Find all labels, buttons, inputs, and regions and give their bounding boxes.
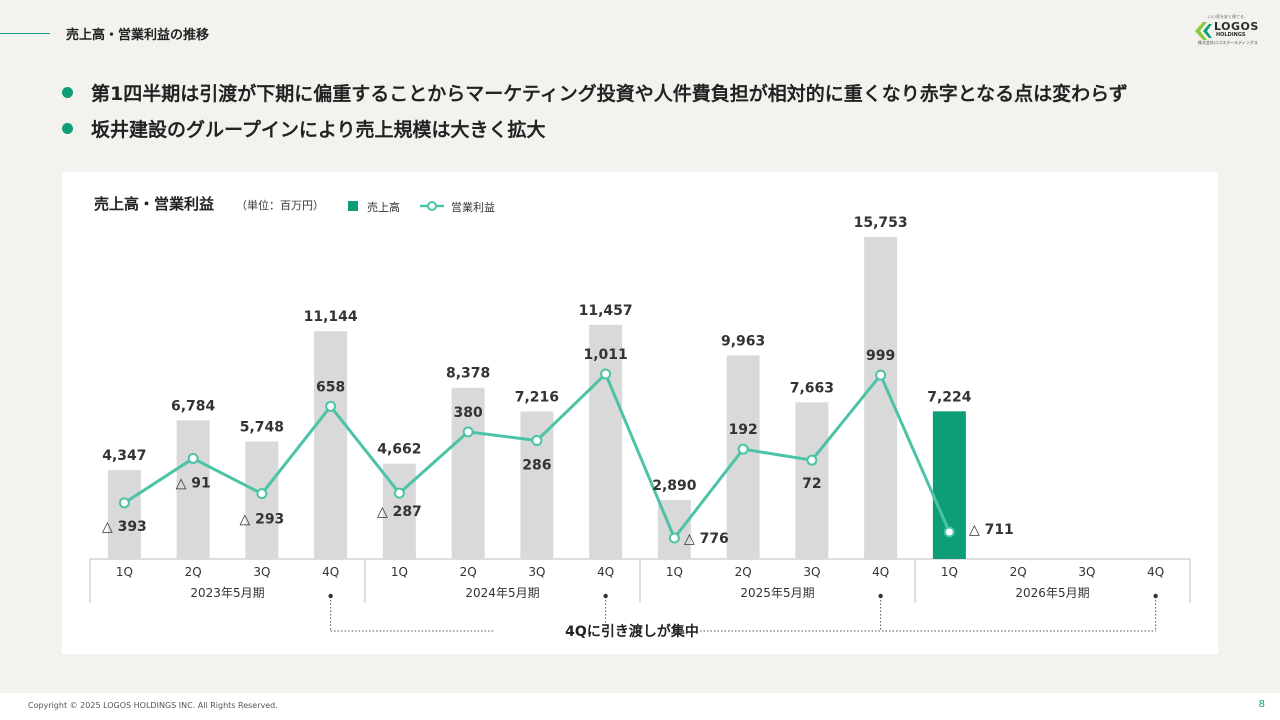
- sales-value-label: 4,662: [377, 442, 421, 458]
- profit-value-label: 286: [522, 458, 551, 474]
- bullet-dot-icon: [62, 86, 73, 98]
- annotation-dot-icon: [878, 593, 883, 599]
- x-tick-label: 1Q: [941, 565, 958, 579]
- sales-value-label: 15,753: [854, 215, 908, 231]
- sales-bar: [589, 324, 623, 559]
- x-tick-label: 2Q: [460, 565, 477, 579]
- sales-profit-chart: 売上高・営業利益 （単位：百万円） 売上高 営業利益 1Q 2Q 3Q 4Q 1Q 2Q 3…: [89, 195, 1191, 640]
- profit-value-label: △ 293: [239, 512, 284, 528]
- profit-marker: [600, 368, 612, 380]
- profit-marker: [393, 487, 405, 499]
- profit-value-label: 658: [316, 379, 345, 395]
- sales-value-label: 11,144: [304, 309, 358, 325]
- chart-panel: 売上高・営業利益 （単位：百万円） 売上高 営業利益 1Q 2Q 3Q 4Q 1Q 2Q 3…: [62, 172, 1218, 654]
- copyright-text: Copyright © 2025 LOGOS HOLDINGS INC. All…: [28, 701, 278, 710]
- profit-value-label: 999: [866, 348, 895, 364]
- sales-value-label: 6,784: [171, 398, 216, 414]
- footer: Copyright © 2025 LOGOS HOLDINGS INC. All…: [0, 693, 1280, 720]
- sales-bar: [451, 387, 485, 559]
- sales-value-label: 4,347: [102, 448, 146, 464]
- profit-value-label: △ 711: [969, 522, 1014, 538]
- key-point-1: 第1四半期は引渡が下期に偏重することからマーケティング投資や人件費負担が相対的に…: [62, 74, 1128, 110]
- profit-value-label: △ 91: [176, 475, 211, 491]
- sales-value-label: 7,663: [790, 380, 834, 396]
- x-tick-label: 3Q: [528, 565, 545, 579]
- x-tick-label: 4Q: [597, 565, 614, 579]
- sales-value-label: 2,890: [652, 478, 697, 494]
- x-tick-label: 4Q: [1147, 565, 1164, 579]
- sales-bar: [245, 441, 279, 559]
- sales-bar: [795, 402, 829, 559]
- profit-value-label: △ 287: [377, 504, 422, 520]
- group-label: 2024年5月期: [465, 586, 539, 600]
- x-tick-label: 1Q: [116, 565, 133, 579]
- profit-marker: [531, 435, 543, 447]
- sales-bar: [726, 355, 760, 559]
- key-point-text: 第1四半期は引渡が下期に偏重することからマーケティング投資や人件費負担が相対的に…: [91, 82, 1128, 105]
- profit-value-label: 1,011: [583, 347, 627, 363]
- chart-unit-note: （単位：百万円）: [236, 198, 324, 212]
- profit-value-label: 72: [802, 476, 821, 492]
- logo-company-jp: 株式会社ロゴスホールディングス: [1198, 40, 1258, 45]
- profit-marker: [668, 532, 680, 544]
- profit-value-label: △ 776: [684, 531, 729, 547]
- profit-marker: [737, 443, 749, 455]
- profit-value-label: 380: [454, 405, 483, 421]
- logo-tagline: いい家を安く建てる: [1208, 14, 1244, 19]
- company-logo: いい家を安く建てる LOGOS HOLDINGS 株式会社ロゴスホールディングス: [1194, 14, 1264, 48]
- header-rule: [0, 33, 50, 34]
- profit-value-label: 192: [729, 422, 758, 438]
- profit-marker: [875, 369, 887, 381]
- sales-value-label: 8,378: [446, 366, 490, 382]
- x-tick-label: 2Q: [735, 565, 752, 579]
- page-number: 8: [1258, 699, 1265, 710]
- profit-marker: [187, 452, 199, 464]
- sales-bar: [176, 420, 210, 559]
- annotation-text: 4Qに引き渡しが集中: [565, 623, 699, 640]
- x-tick-label: 3Q: [253, 565, 270, 579]
- sales-bar: [107, 470, 141, 559]
- key-point-2: 坂井建設のグループインにより売上規模は大きく拡大: [62, 110, 1128, 146]
- profit-marker: [462, 426, 474, 438]
- logo-chevron-icon: [1195, 22, 1212, 40]
- logo-subname: HOLDINGS: [1216, 32, 1246, 38]
- x-tick-label: 2Q: [1010, 565, 1027, 579]
- profit-marker: [256, 488, 268, 500]
- legend-profit-label: 営業利益: [451, 200, 495, 214]
- profit-marker: [118, 497, 130, 509]
- sales-bar: [314, 331, 348, 559]
- x-tick-label: 4Q: [872, 565, 889, 579]
- group-label: 2023年5月期: [190, 586, 264, 600]
- sales-value-label: 9,963: [721, 333, 765, 349]
- group-label: 2025年5月期: [740, 586, 814, 600]
- annotation-dot-icon: [328, 593, 333, 599]
- x-tick-label: 1Q: [391, 565, 408, 579]
- page-title: 売上高・営業利益の推移: [66, 28, 210, 43]
- profit-marker: [325, 400, 337, 412]
- x-tick-label: 3Q: [803, 565, 820, 579]
- annotation-dot-icon: [603, 593, 608, 599]
- profit-marker: [943, 526, 955, 538]
- sales-value-label: 7,216: [515, 390, 559, 406]
- profit-value-label: △ 393: [102, 519, 147, 535]
- key-point-text: 坂井建設のグループインにより売上規模は大きく拡大: [91, 118, 546, 141]
- key-points: 第1四半期は引渡が下期に偏重することからマーケティング投資や人件費負担が相対的に…: [62, 74, 1128, 146]
- logo-name: LOGOS: [1214, 20, 1259, 33]
- x-tick-label: 2Q: [185, 565, 202, 579]
- chart-title: 売上高・営業利益: [94, 195, 214, 213]
- bullet-dot-icon: [62, 122, 73, 134]
- profit-marker: [806, 454, 818, 466]
- group-label: 2026年5月期: [1015, 586, 1089, 600]
- sales-value-label: 7,224: [927, 389, 972, 405]
- x-tick-label: 1Q: [666, 565, 683, 579]
- sales-value-label: 11,457: [579, 303, 633, 319]
- sales-value-label: 5,748: [240, 420, 284, 436]
- sales-bar: [520, 411, 554, 559]
- annotation-dot-icon: [1153, 593, 1158, 599]
- legend-sales-label: 売上高: [367, 200, 400, 214]
- legend-marker-icon: [427, 201, 437, 211]
- x-tick-label: 3Q: [1078, 565, 1095, 579]
- legend-bar-swatch-icon: [348, 201, 358, 211]
- x-tick-label: 4Q: [322, 565, 339, 579]
